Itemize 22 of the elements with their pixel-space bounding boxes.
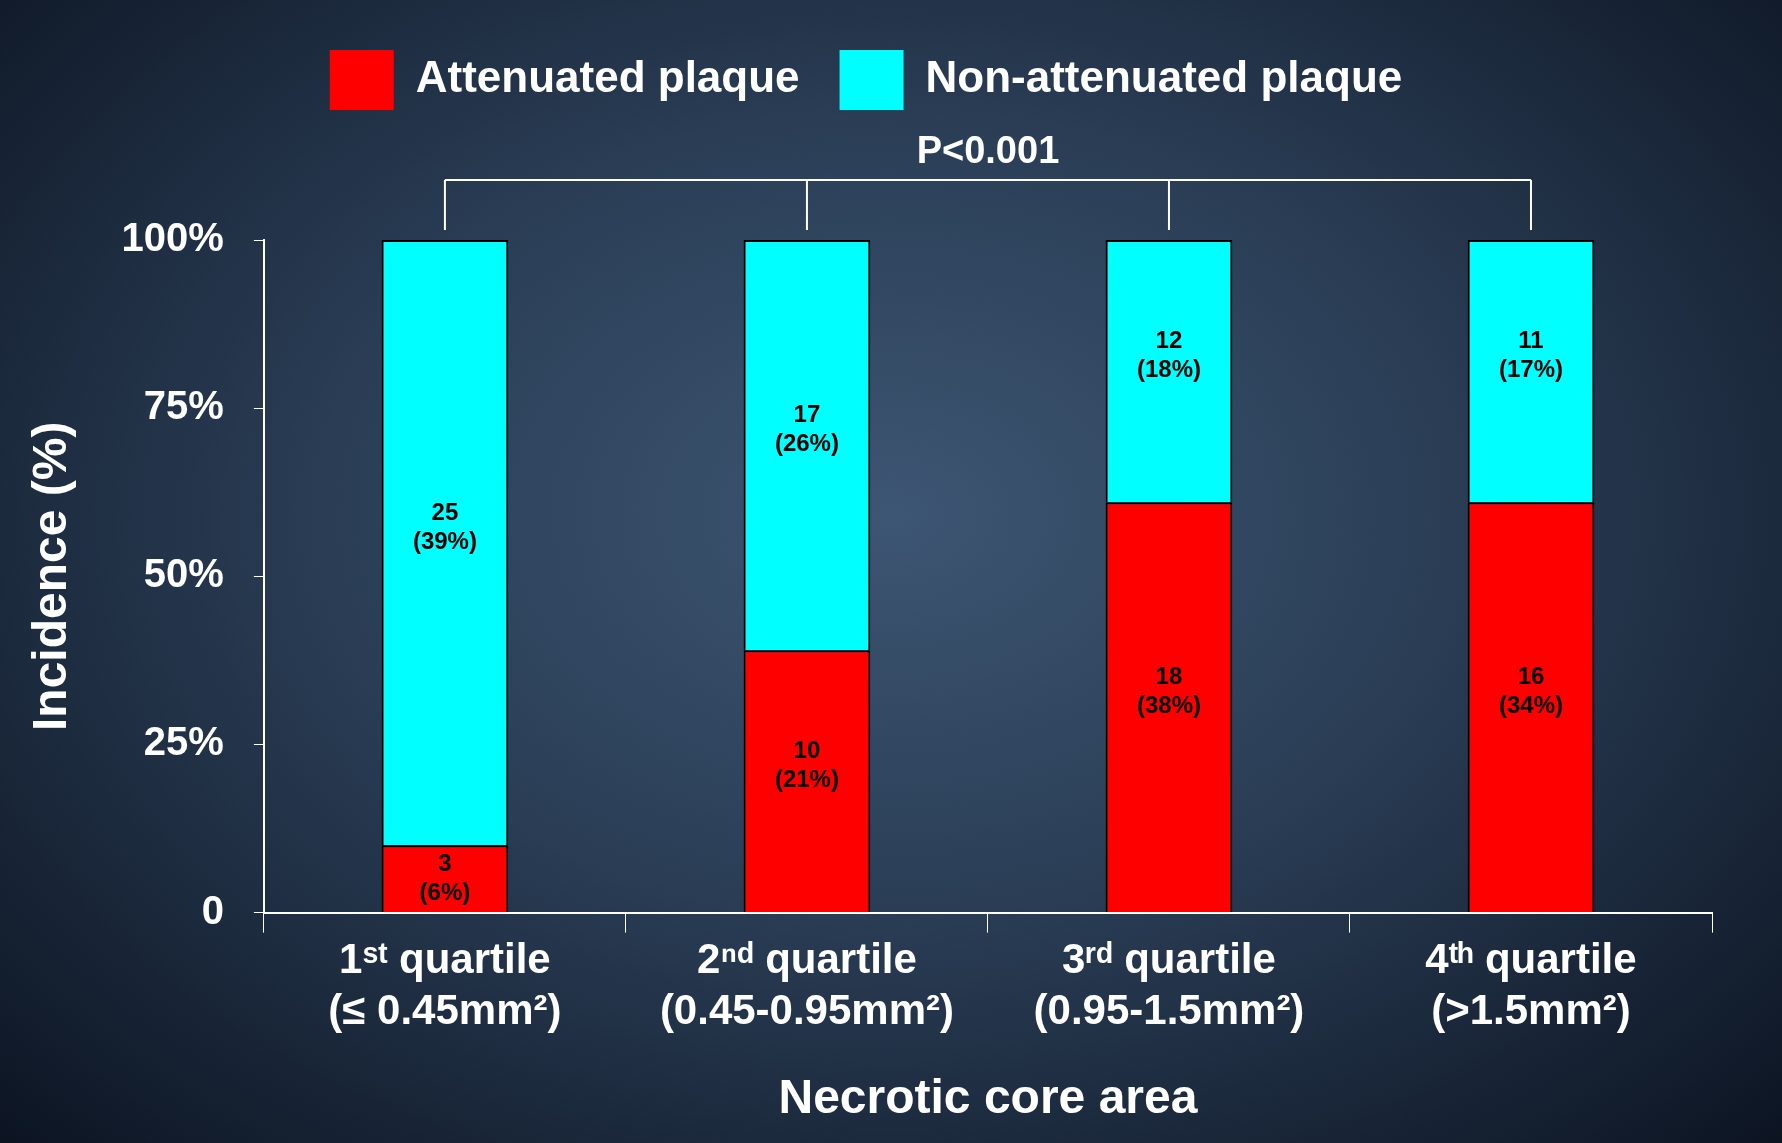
x-tick-label: 2ⁿᵈ quartile (0.45-0.95mm²) (659, 935, 954, 1033)
x-tick-label: 1ˢᵗ quartile (≤ 0.45mm²) (328, 935, 562, 1033)
y-tick-label: 0 (201, 887, 224, 932)
y-tick-label: 25% (143, 719, 224, 764)
annotation: 11 (17%) (1498, 326, 1563, 383)
y-tick-label: 50% (143, 551, 224, 596)
annotation: 18 (38%) (1136, 662, 1201, 719)
text: P<0.001 (916, 129, 1060, 172)
annotation: 3 (6%) (419, 848, 471, 905)
annotation: 16 (34%) (1498, 662, 1563, 719)
x-tick-label: 3ʳᵈ quartile (0.95-1.5mm²) (1033, 935, 1305, 1033)
annotation: 10 (21%) (774, 736, 839, 793)
x-axis-title: Necrotic core area (778, 1070, 1198, 1124)
y-tick-label: 75% (143, 383, 224, 428)
legend-label: Non-attenuated plaque (925, 52, 1403, 102)
y-tick-label: 100% (121, 215, 224, 260)
annotation: 12 (18%) (1136, 326, 1201, 383)
legend-label: Attenuated plaque (415, 52, 800, 102)
y-axis-title: Incidence (%) (23, 421, 77, 731)
x-tick-label: 4ᵗʰ quartile (>1.5mm²) (1425, 935, 1637, 1033)
annotation: 25 (39%) (412, 497, 477, 554)
annotation: 17 (26%) (774, 400, 839, 457)
